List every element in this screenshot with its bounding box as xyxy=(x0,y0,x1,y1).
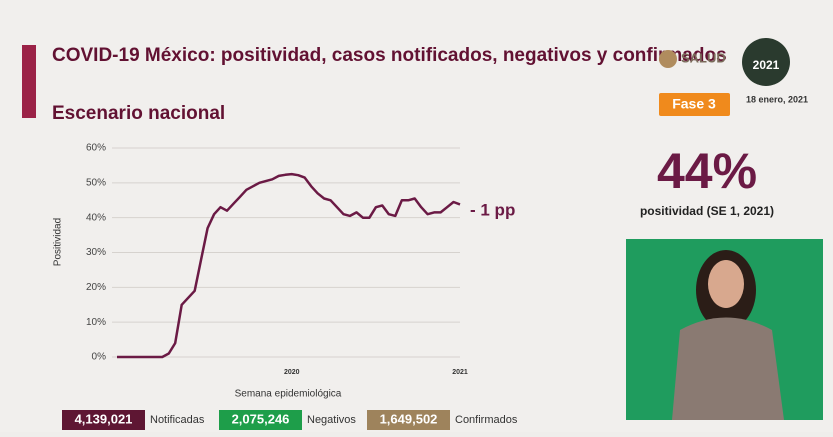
total-badge xyxy=(367,410,450,430)
data-line xyxy=(117,172,461,359)
body xyxy=(672,317,784,420)
total-label: Negativos xyxy=(307,414,356,426)
subtitle: Escenario nacional xyxy=(52,103,225,124)
date: 18 enero, 2021 xyxy=(746,94,808,104)
total-badge xyxy=(219,410,302,430)
y-axis-label: Positividad xyxy=(53,218,64,266)
y-tick-label: 20% xyxy=(86,282,106,293)
logo-text: SALUD xyxy=(681,50,726,65)
total-value: 4,139,021 xyxy=(75,411,133,426)
face xyxy=(708,260,744,308)
logo-2021 xyxy=(742,38,790,86)
y-tick-label: 40% xyxy=(86,212,106,223)
total-value: 1,649,502 xyxy=(380,411,438,426)
phase-text: Fase 3 xyxy=(672,96,716,112)
phase-badge xyxy=(659,93,730,116)
x-tick-label: 2020 xyxy=(284,369,300,376)
total-label: Notificadas xyxy=(150,414,205,426)
y-tick-label: 50% xyxy=(86,177,106,188)
title: COVID-19 México: positividad, casos noti… xyxy=(52,45,727,66)
accent-bar xyxy=(22,45,36,118)
y-tick-label: 30% xyxy=(86,247,106,258)
annotation: - 1 pp xyxy=(470,200,515,219)
total-label: Confirmados xyxy=(455,414,518,426)
logo-year: 2021 xyxy=(753,58,780,72)
total-value: 2,075,246 xyxy=(232,411,290,426)
y-tick-label: 60% xyxy=(86,143,106,154)
y-tick-label: 0% xyxy=(92,352,107,363)
total-badge xyxy=(62,410,145,430)
logo-icon xyxy=(659,50,677,68)
x-axis-label: Semana epidemiológica xyxy=(235,389,342,400)
kpi-label: positividad (SE 1, 2021) xyxy=(640,204,774,218)
y-tick-label: 10% xyxy=(86,317,106,328)
video-feed xyxy=(626,239,823,420)
x-tick-label: 2021 xyxy=(452,369,468,376)
kpi-value: 44% xyxy=(657,143,757,199)
